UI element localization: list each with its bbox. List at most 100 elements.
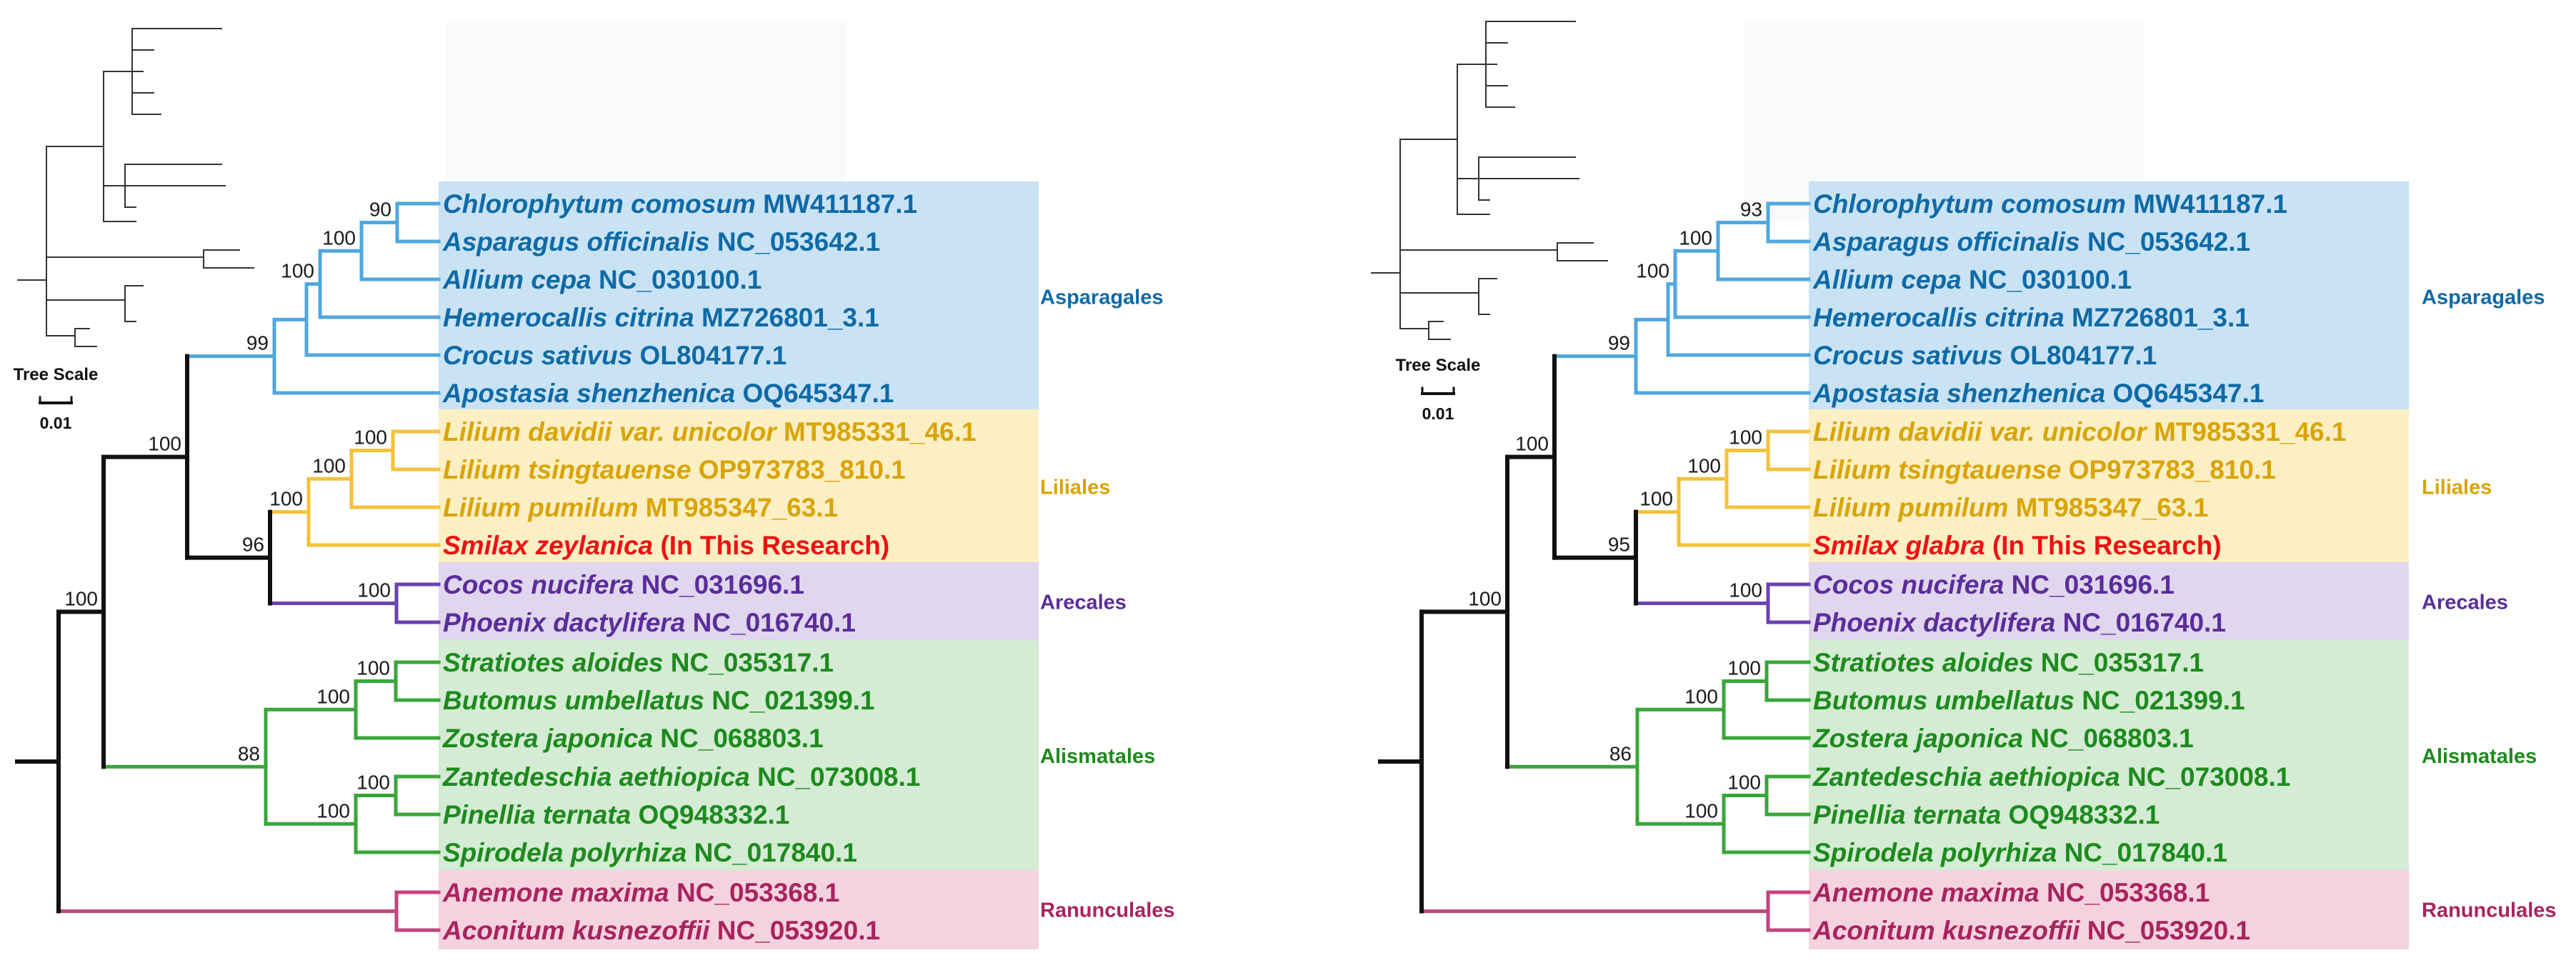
taxon-label: Butomus umbellatus NC_021399.1 — [1813, 686, 2245, 715]
tree-scale-value: 0.01 — [40, 414, 72, 432]
taxon-accession: MT985331_46.1 — [2147, 417, 2347, 446]
support-value: 100 — [312, 454, 346, 476]
support-value: 100 — [1679, 226, 1712, 249]
taxon-species: Asparagus officinalis — [1812, 227, 2080, 256]
taxon-accession: NC_017840.1 — [687, 838, 857, 867]
taxon-label: Spirodela polyrhiza NC_017840.1 — [443, 838, 857, 867]
alismatales-clade-box — [439, 640, 1039, 872]
support-value: 100 — [322, 226, 356, 249]
taxon-species: Lilium davidii var. unicolor — [1813, 417, 2148, 446]
taxon-accession: OL804177.1 — [632, 341, 787, 370]
taxon-species: Phoenix dactylifera — [1813, 608, 2055, 637]
taxon-label: Lilium davidii var. unicolor MT985331_46… — [1813, 417, 2346, 446]
support-value: 100 — [1639, 488, 1673, 510]
support-value: 100 — [1636, 260, 1669, 282]
taxon-accession: NC_073008.1 — [750, 762, 921, 792]
taxon-species: Cocos nucifera — [1813, 570, 2004, 599]
taxon-label: Cocos nucifera NC_031696.1 — [1813, 570, 2175, 599]
support-value: 93 — [1740, 199, 1762, 221]
taxon-label: Smilax glabra (In This Research) — [1813, 531, 2222, 560]
taxon-accession: NC_053642.1 — [710, 227, 881, 256]
taxon-label: Apostasia shenzhenica OQ645347.1 — [442, 379, 894, 408]
support-value: 99 — [1608, 332, 1630, 354]
taxon-accession: NC_030100.1 — [1962, 265, 2132, 294]
taxon-species: Zostera japonica — [442, 724, 653, 753]
taxon-label: Cocos nucifera NC_031696.1 — [443, 570, 804, 599]
support-value: 100 — [1729, 579, 1762, 602]
taxon-accession: NC_053920.1 — [2080, 916, 2250, 945]
taxon-accession: NC_053920.1 — [709, 916, 880, 945]
taxon-species: Chlorophytum comosum — [443, 189, 756, 219]
support-value: 100 — [281, 260, 314, 282]
taxon-species: Crocus sativus — [1813, 341, 2002, 370]
support-value: 100 — [1468, 587, 1502, 609]
tree-scale-title: Tree Scale — [14, 365, 99, 384]
support-value: 100 — [356, 772, 390, 794]
support-value: 100 — [1727, 772, 1761, 794]
taxon-accession: NC_068803.1 — [653, 724, 824, 753]
taxon-accession: NC_035317.1 — [663, 648, 834, 677]
asparagales-clade-box — [1809, 181, 2409, 412]
arecales-clade-box — [1809, 562, 2409, 642]
support-value: 100 — [356, 657, 390, 679]
taxon-accession: NC_053642.1 — [2080, 227, 2251, 256]
taxon-species: Lilium tsingtauense — [443, 455, 691, 484]
taxon-label: Anemone maxima NC_053368.1 — [1812, 878, 2210, 907]
taxon-label: Smilax zeylanica (In This Research) — [443, 531, 889, 560]
taxon-accession: OQ645347.1 — [2105, 379, 2264, 408]
taxon-species: Stratiotes aloides — [443, 648, 663, 677]
taxon-species: Apostasia shenzhenica — [442, 379, 735, 408]
support-value: 95 — [1608, 534, 1630, 556]
taxon-species: Hemerocallis citrina — [1813, 303, 2065, 332]
taxon-species: Spirodela polyrhiza — [1813, 838, 2057, 867]
taxon-label: Aconitum kusnezoffii NC_053920.1 — [442, 916, 880, 945]
support-value: 100 — [1684, 799, 1718, 822]
taxon-accession: NC_053368.1 — [2040, 878, 2210, 907]
taxon-label: Butomus umbellatus NC_021399.1 — [443, 686, 875, 715]
taxon-accession: NC_017840.1 — [2057, 838, 2227, 867]
alismatales-clade-label: Alismatales — [2422, 745, 2537, 768]
liliales-clade-label: Liliales — [2422, 476, 2492, 499]
taxon-species: Pinellia ternata — [443, 800, 631, 829]
taxon-species: Allium cepa — [1812, 265, 1962, 294]
taxon-accession: NC_021399.1 — [2075, 686, 2245, 715]
taxon-accession: (In This Research) — [1985, 531, 2222, 560]
taxon-label: Allium cepa NC_030100.1 — [1812, 265, 2132, 294]
taxon-species: Butomus umbellatus — [443, 686, 704, 715]
taxon-label: Lilium davidii var. unicolor MT985331_46… — [443, 417, 976, 446]
support-value: 100 — [1515, 433, 1549, 455]
taxon-accession: NC_068803.1 — [2023, 724, 2194, 753]
taxon-label: Phoenix dactylifera NC_016740.1 — [443, 608, 856, 637]
taxon-species: Zantedeschia aethiopica — [1812, 762, 2120, 792]
taxon-label: Asparagus officinalis NC_053642.1 — [442, 227, 880, 256]
taxon-species: Zantedeschia aethiopica — [442, 762, 750, 792]
taxon-accession: NC_031696.1 — [634, 570, 804, 599]
taxon-accession: MZ726801_3.1 — [2065, 303, 2250, 332]
taxon-label: Stratiotes aloides NC_035317.1 — [1813, 648, 2204, 677]
taxon-species: Aconitum kusnezoffii — [1812, 916, 2080, 945]
taxon-label: Zostera japonica NC_068803.1 — [442, 724, 824, 753]
arecales-clade-label: Arecales — [1040, 592, 1127, 614]
alismatales-clade-box — [1809, 640, 2409, 872]
support-value: 100 — [1727, 657, 1761, 679]
taxon-label: Hemerocallis citrina MZ726801_3.1 — [1813, 303, 2250, 332]
taxon-label: Asparagus officinalis NC_053642.1 — [1812, 227, 2250, 256]
support-value: 100 — [357, 579, 391, 602]
taxon-label: Allium cepa NC_030100.1 — [442, 265, 762, 294]
taxon-accession: OP973783_810.1 — [2061, 455, 2275, 484]
asparagales-clade-box — [439, 181, 1039, 412]
support-value: 100 — [269, 488, 303, 510]
taxon-species: Apostasia shenzhenica — [1812, 379, 2105, 408]
phylogenetic-tree-1: Asparagales Liliales Arecales Alismatales Ra… — [14, 21, 1175, 949]
alismatales-clade-label: Alismatales — [1040, 745, 1155, 768]
taxon-label: Chlorophytum comosum MW411187.1 — [443, 189, 917, 219]
taxon-label: Lilium pumilum MT985347_63.1 — [1813, 493, 2208, 522]
taxon-species: Butomus umbellatus — [1813, 686, 2075, 715]
taxon-accession: NC_016740.1 — [2055, 608, 2226, 637]
taxon-accession: OQ948332.1 — [2001, 800, 2160, 829]
taxon-label: Spirodela polyrhiza NC_017840.1 — [1813, 838, 2227, 867]
taxon-species: Allium cepa — [442, 265, 591, 294]
taxon-accession: (In This Research) — [653, 531, 889, 560]
taxon-accession: NC_021399.1 — [704, 686, 875, 715]
